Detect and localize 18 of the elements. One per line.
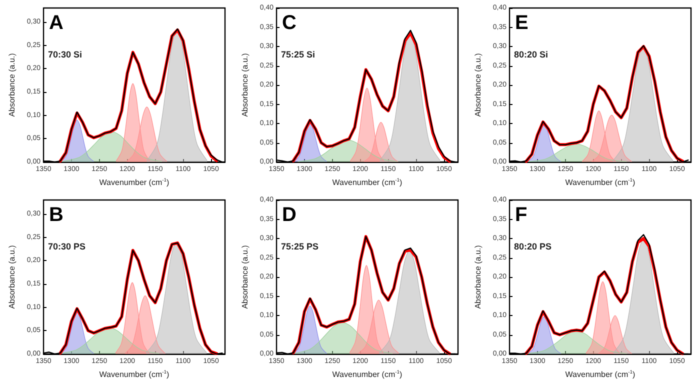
y-axis-title: Absorbance (a.u.): [474, 244, 482, 309]
y-axis-title: Absorbance (a.u.): [474, 52, 482, 117]
chart-title: C: [282, 12, 296, 34]
annotation: 70:30 Si: [48, 50, 82, 60]
annotation: 75:25 Si: [281, 50, 316, 60]
chart-title: B: [49, 204, 64, 226]
y-axis-title: Absorbance (a.u.): [8, 244, 16, 309]
annotation: 75:25 PS: [281, 242, 319, 252]
y-axis-title: Absorbance (a.u.): [240, 244, 250, 309]
y-axis-title: Absorbance (a.u.): [8, 52, 16, 117]
chart-title: E: [515, 12, 528, 34]
y-axis-title: Absorbance (a.u.): [240, 52, 250, 117]
annotation: 80:20 PS: [514, 242, 552, 252]
chart-title: A: [49, 12, 64, 34]
annotation: 70:30 PS: [48, 242, 86, 252]
annotation: 80:20 Si: [514, 50, 548, 60]
chart-title: F: [515, 204, 528, 226]
chart-title: D: [282, 204, 296, 226]
